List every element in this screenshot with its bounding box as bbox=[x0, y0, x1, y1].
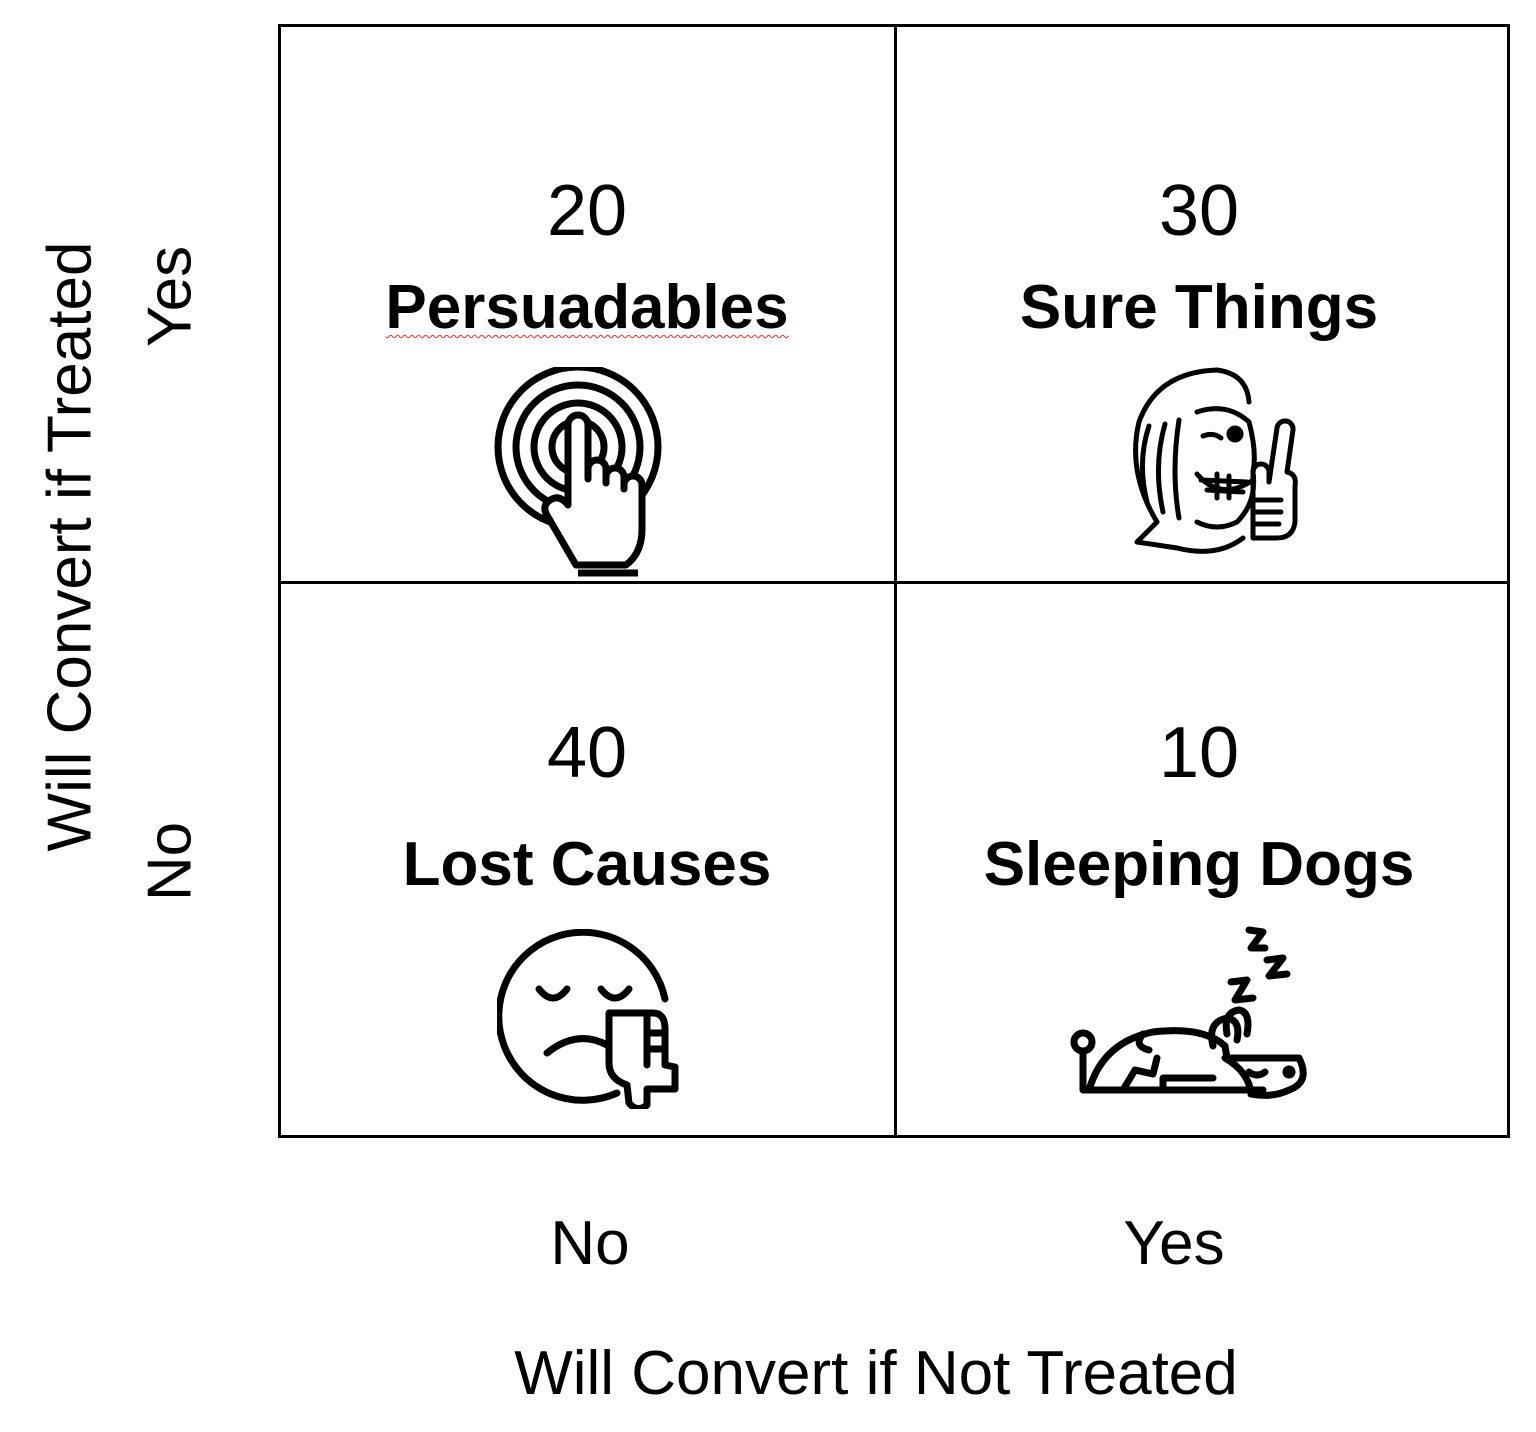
x-axis-title: Will Convert if Not Treated bbox=[514, 1339, 1238, 1408]
grid-horizontal-divider bbox=[281, 581, 1507, 584]
uplift-quadrant-grid: 20 Persuadables 30 Sure Things bbox=[278, 24, 1510, 1138]
thumbs-up-winking-face-icon bbox=[1133, 367, 1298, 554]
sleeping-dogs-label: Sleeping Dogs bbox=[983, 830, 1415, 899]
cell-persuadables: 20 Persuadables bbox=[287, 27, 887, 581]
cell-sleeping-dogs: 10 Sleeping Dogs bbox=[899, 584, 1499, 1138]
persuadables-label: Persuadables bbox=[385, 273, 789, 342]
y-axis-title: Will Convert if Treated bbox=[35, 241, 105, 852]
x-axis-no-label: No bbox=[550, 1209, 630, 1278]
sure-things-label: Sure Things bbox=[1019, 273, 1379, 342]
y-axis-no-label: No bbox=[135, 821, 205, 902]
touch-target-icon bbox=[494, 367, 662, 577]
sleeping-dog-icon bbox=[1070, 926, 1307, 1099]
sleeping-dogs-count: 10 bbox=[1158, 713, 1240, 793]
sad-face-thumbs-down-icon bbox=[497, 929, 679, 1109]
sure-things-count: 30 bbox=[1158, 171, 1240, 251]
persuadables-count: 20 bbox=[546, 171, 628, 251]
y-axis-yes-label: Yes bbox=[135, 245, 205, 348]
cell-sure-things: 30 Sure Things bbox=[899, 27, 1499, 581]
cell-lost-causes: 40 Lost Causes bbox=[287, 584, 887, 1138]
lost-causes-label: Lost Causes bbox=[402, 830, 772, 899]
x-axis-yes-label: Yes bbox=[1123, 1209, 1225, 1278]
lost-causes-count: 40 bbox=[546, 713, 628, 793]
